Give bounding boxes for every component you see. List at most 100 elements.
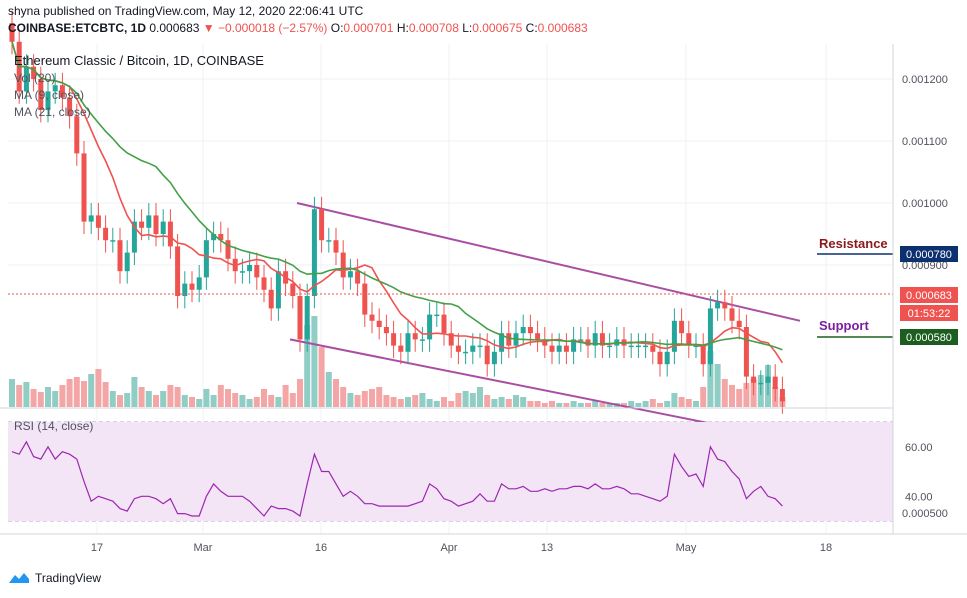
candle-body bbox=[95, 215, 101, 228]
candle-body bbox=[31, 66, 37, 79]
volume-bar bbox=[138, 387, 145, 407]
candle-body bbox=[743, 327, 749, 377]
candle-body bbox=[297, 296, 303, 340]
volume-bar bbox=[419, 393, 426, 407]
ma9-line bbox=[11, 41, 784, 364]
volume-bar bbox=[513, 395, 519, 407]
candle-body bbox=[599, 333, 605, 346]
rsi-legend: RSI (14, close) bbox=[14, 419, 94, 433]
volume-bar bbox=[577, 403, 584, 407]
candle-body bbox=[160, 221, 166, 234]
volume-bar bbox=[678, 397, 685, 407]
candle-body bbox=[110, 240, 116, 242]
price-axis: 0.001200 0.001100 0.001000 0.000900 0.000500 bbox=[902, 74, 948, 520]
volume-bar bbox=[549, 401, 555, 407]
volume-bar bbox=[721, 379, 728, 407]
candle-body bbox=[412, 333, 418, 340]
candle-body bbox=[225, 240, 231, 259]
candle-body bbox=[333, 240, 339, 253]
candle-body bbox=[470, 345, 476, 352]
tradingview-footer[interactable]: TradingView bbox=[8, 571, 101, 585]
candle-body bbox=[254, 265, 260, 278]
volume-bar bbox=[181, 395, 188, 407]
candle-body bbox=[491, 351, 497, 365]
volume-bar bbox=[318, 347, 325, 407]
open-label: O: bbox=[330, 21, 344, 35]
candle-body bbox=[405, 333, 411, 352]
volume-bar bbox=[203, 389, 210, 407]
open-value: 0.000701 bbox=[343, 21, 394, 35]
candle-body bbox=[628, 345, 634, 348]
volume-bar bbox=[217, 385, 224, 407]
volume-bar bbox=[81, 381, 87, 407]
volume-bar bbox=[361, 391, 368, 407]
volume-bar bbox=[585, 403, 591, 407]
resistance-price-text: 0.000780 bbox=[906, 249, 952, 261]
volume-bar bbox=[412, 395, 419, 407]
candle-body bbox=[376, 320, 382, 327]
resistance-label: Resistance bbox=[819, 236, 888, 251]
volume-bar bbox=[145, 391, 152, 407]
volume-bar bbox=[297, 379, 303, 407]
candle-body bbox=[45, 91, 51, 110]
price-tick-label: 0.000500 bbox=[902, 508, 948, 520]
close-label: C: bbox=[525, 21, 538, 35]
volume-bar bbox=[59, 385, 66, 407]
volume-bar bbox=[354, 395, 361, 407]
candle-body bbox=[693, 345, 699, 348]
vol-legend: Vol (20) bbox=[14, 71, 56, 85]
volume-bar bbox=[657, 403, 663, 407]
time-tick-label: Mar bbox=[194, 542, 213, 554]
time-tick-label: 16 bbox=[315, 542, 327, 554]
volume-bar bbox=[117, 395, 123, 407]
volume-bar bbox=[325, 372, 332, 407]
candle-body bbox=[542, 339, 548, 346]
volume-bar bbox=[261, 389, 267, 407]
candle-body bbox=[751, 376, 757, 383]
volume-bar bbox=[131, 377, 138, 407]
volume-bar bbox=[73, 377, 80, 407]
volume-bar bbox=[534, 401, 541, 407]
symbol: COINBASE:ETCBTC, 1D bbox=[8, 21, 147, 35]
volume-bar bbox=[520, 397, 527, 407]
volume-bar bbox=[685, 399, 692, 407]
volume-bar bbox=[304, 325, 311, 407]
volume-bar bbox=[570, 401, 577, 407]
candle-body bbox=[779, 389, 785, 402]
volume-bar bbox=[671, 393, 678, 407]
candle-body bbox=[311, 209, 317, 296]
candle-body bbox=[736, 320, 742, 327]
candle-body bbox=[52, 85, 58, 92]
volume-bar bbox=[340, 387, 347, 407]
candlesticks bbox=[9, 10, 785, 414]
candle-body bbox=[571, 339, 577, 352]
volume-bar bbox=[369, 389, 375, 407]
last-price-text: 0.000683 bbox=[906, 290, 952, 302]
candle-body bbox=[484, 345, 490, 365]
volume-bar bbox=[484, 395, 491, 407]
candle-body bbox=[506, 333, 512, 346]
candle-body bbox=[448, 333, 454, 346]
candle-body bbox=[585, 339, 591, 346]
volume-bar bbox=[707, 351, 714, 407]
candle-body bbox=[671, 320, 677, 352]
candle-body bbox=[247, 265, 253, 272]
candle-body bbox=[563, 345, 569, 352]
volume-bar bbox=[491, 399, 498, 407]
volume-bar bbox=[736, 389, 743, 407]
volume-bar bbox=[556, 403, 563, 407]
volume-bar bbox=[405, 397, 411, 407]
volume-bar bbox=[743, 383, 750, 407]
chart-title: Ethereum Classic / Bitcoin, 1D, COINBASE bbox=[14, 53, 264, 68]
candle-body bbox=[434, 314, 440, 317]
price-tick-label: 0.001000 bbox=[902, 198, 948, 210]
candle-body bbox=[657, 351, 663, 365]
candle-body bbox=[9, 23, 15, 42]
volume-bar bbox=[383, 395, 390, 407]
volume-bar bbox=[469, 393, 476, 407]
volume-bar bbox=[16, 385, 23, 407]
volume-bar bbox=[109, 391, 116, 407]
volume-bar bbox=[23, 382, 30, 407]
ma21-legend: MA (21, close) bbox=[14, 105, 91, 119]
